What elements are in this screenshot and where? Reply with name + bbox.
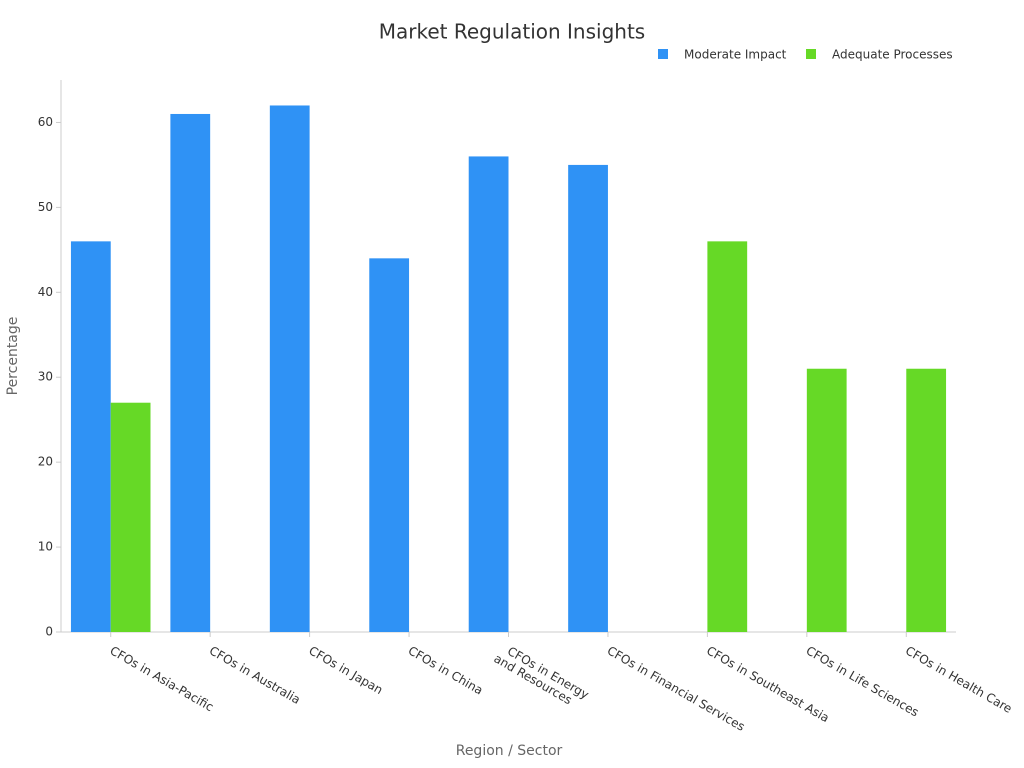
legend-label: Adequate Processes bbox=[832, 48, 953, 62]
y-tick-label: 30 bbox=[38, 370, 53, 384]
bar bbox=[568, 164, 608, 632]
y-axis-title: Percentage bbox=[5, 317, 21, 396]
x-tick-label: CFOs in Asia-Pacific bbox=[107, 644, 215, 715]
bar bbox=[707, 241, 748, 632]
bar bbox=[906, 368, 947, 632]
x-tick-label: CFOs in Energyand Resources bbox=[492, 640, 592, 713]
bar bbox=[110, 402, 151, 632]
bar bbox=[269, 105, 310, 632]
x-axis-title: Region / Sector bbox=[456, 743, 563, 759]
y-tick-label: 60 bbox=[38, 115, 53, 129]
x-tick-label: CFOs in Health Care bbox=[903, 644, 1014, 716]
y-tick-label: 10 bbox=[38, 540, 53, 554]
bar bbox=[70, 241, 111, 632]
y-tick-label: 20 bbox=[38, 455, 53, 469]
chart-title: Market Regulation Insights bbox=[379, 20, 645, 44]
y-tick-label: 0 bbox=[45, 625, 53, 639]
bar bbox=[806, 368, 847, 632]
x-tick-label: CFOs in Japan bbox=[306, 644, 385, 698]
y-tick-label: 40 bbox=[38, 285, 53, 299]
legend-label: Moderate Impact bbox=[684, 48, 787, 62]
y-tick-label: 50 bbox=[38, 200, 53, 214]
bar bbox=[170, 113, 211, 632]
x-tick-label: CFOs in China bbox=[406, 644, 486, 698]
legend-swatch bbox=[806, 49, 816, 59]
bar bbox=[369, 258, 410, 632]
x-tick-label: CFOs in Australia bbox=[207, 644, 303, 707]
legend-swatch bbox=[658, 49, 668, 59]
bar bbox=[468, 156, 509, 632]
